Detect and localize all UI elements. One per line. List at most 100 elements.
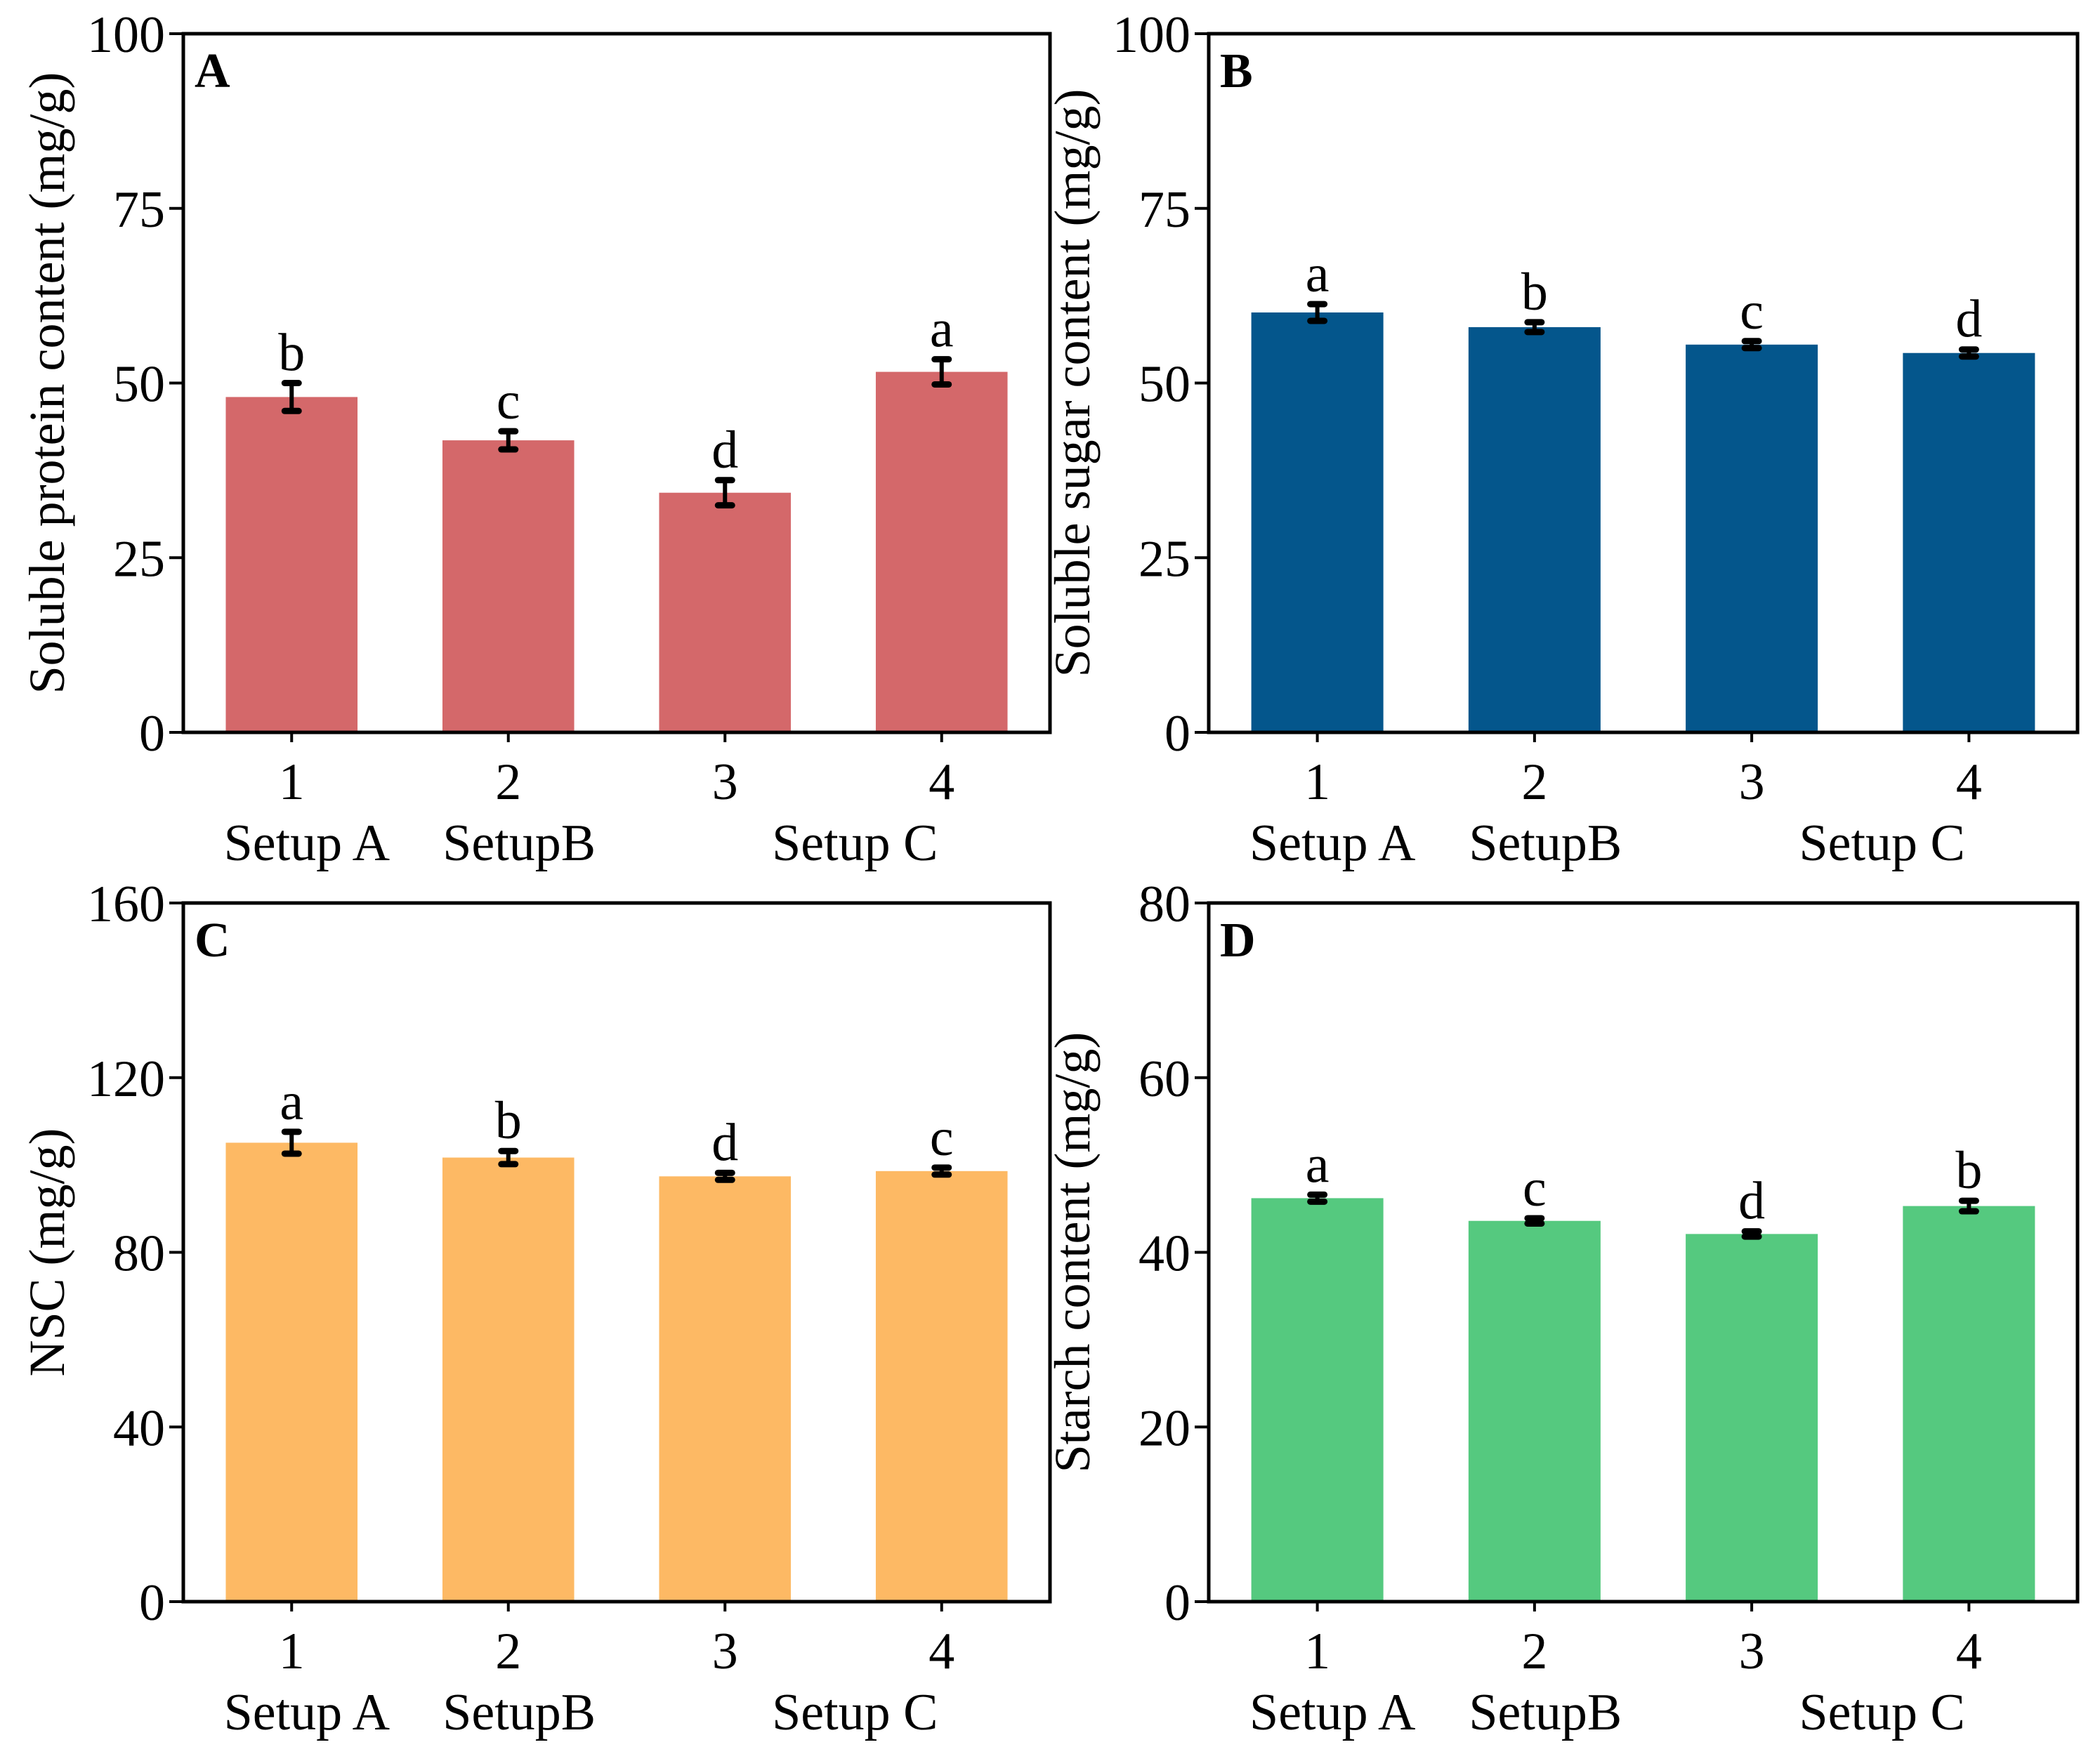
y-tick-label: 20 bbox=[1138, 1399, 1190, 1457]
y-tick-label: 40 bbox=[113, 1399, 165, 1457]
x-tick-label: 2 bbox=[495, 753, 521, 811]
bar bbox=[1251, 312, 1384, 732]
plot-frame bbox=[1207, 901, 2080, 1604]
panel-b: a 1 b 2 c 3 d 4 Setup A SetupB Setup C 0 25 50 75 100 B S… bbox=[1044, 6, 2080, 872]
panel-label: A bbox=[195, 44, 230, 98]
bar bbox=[225, 397, 358, 732]
bar bbox=[659, 1176, 792, 1602]
significance-letter: c bbox=[930, 1108, 954, 1167]
error-bar bbox=[714, 1169, 735, 1183]
x-tick-label: 1 bbox=[279, 1623, 305, 1680]
panel-label: C bbox=[195, 914, 230, 968]
significance-letter: c bbox=[1740, 282, 1764, 341]
y-tick-label: 0 bbox=[1164, 1574, 1190, 1632]
group-label: Setup C bbox=[1799, 1684, 1964, 1741]
error-bar bbox=[281, 380, 302, 414]
y-tick-label: 25 bbox=[1138, 530, 1190, 588]
bar bbox=[442, 1157, 575, 1602]
panel-label: B bbox=[1220, 44, 1253, 98]
y-tick-label: 120 bbox=[87, 1050, 165, 1108]
error-bar bbox=[1524, 319, 1545, 336]
group-label: Setup A bbox=[224, 1684, 390, 1741]
x-tick-label: 4 bbox=[928, 753, 954, 811]
error-bar bbox=[498, 1147, 519, 1168]
y-tick-label: 75 bbox=[113, 181, 165, 239]
error-bar bbox=[1741, 338, 1762, 352]
y-tick-label: 0 bbox=[139, 705, 165, 763]
error-bar bbox=[1741, 1228, 1762, 1240]
significance-letter: a bbox=[930, 300, 954, 359]
significance-letter: b bbox=[1521, 263, 1548, 322]
y-tick-label: 50 bbox=[1138, 356, 1190, 414]
group-label: SetupB bbox=[1469, 815, 1622, 872]
bar bbox=[875, 371, 1008, 732]
x-tick-label: 2 bbox=[1521, 1623, 1547, 1680]
x-tick-label: 4 bbox=[1956, 1623, 1982, 1680]
error-bar bbox=[931, 1164, 952, 1178]
significance-letter: d bbox=[711, 1113, 738, 1172]
y-axis-label: NSC (mg/g) bbox=[19, 1128, 75, 1376]
y-tick-label: 100 bbox=[1113, 6, 1190, 64]
significance-letter: b bbox=[1955, 1141, 1982, 1200]
group-label: Setup C bbox=[772, 1684, 938, 1741]
error-bar bbox=[1524, 1215, 1545, 1227]
significance-letter: c bbox=[497, 371, 520, 430]
y-axis-label: Soluble protein content (mg/g) bbox=[19, 72, 75, 694]
error-bar bbox=[281, 1128, 302, 1157]
y-tick-label: 60 bbox=[1138, 1050, 1190, 1108]
plot-frame bbox=[181, 32, 1052, 734]
significance-letter: a bbox=[280, 1072, 303, 1131]
group-label: Setup A bbox=[1249, 1684, 1415, 1741]
error-bar bbox=[931, 356, 952, 388]
bar bbox=[442, 440, 575, 732]
significance-letter: d bbox=[1955, 290, 1982, 349]
panel-label: D bbox=[1220, 914, 1256, 968]
bar bbox=[1903, 352, 2035, 733]
plot-frame bbox=[181, 901, 1052, 1604]
y-tick-label: 75 bbox=[1138, 181, 1190, 239]
plot-frame bbox=[1207, 32, 2080, 734]
error-bar bbox=[498, 428, 519, 453]
group-label: SetupB bbox=[1469, 1684, 1622, 1741]
significance-letter: d bbox=[1738, 1172, 1765, 1231]
error-bar bbox=[1307, 1191, 1328, 1205]
significance-letter: b bbox=[278, 324, 305, 383]
significance-letter: b bbox=[495, 1091, 522, 1150]
y-tick-label: 160 bbox=[87, 876, 165, 933]
x-tick-label: 1 bbox=[1304, 1623, 1330, 1680]
group-label: Setup A bbox=[224, 815, 390, 872]
x-tick-label: 2 bbox=[1521, 753, 1547, 811]
error-bar bbox=[714, 477, 735, 509]
bar bbox=[1468, 1220, 1601, 1602]
panel-d: a 1 c 2 d 3 b 4 Setup A SetupB Setup C 0 20 40 60 80 D St… bbox=[1044, 876, 2080, 1741]
significance-letter: a bbox=[1306, 244, 1330, 303]
y-tick-label: 0 bbox=[1164, 705, 1190, 763]
error-bar bbox=[1958, 1197, 1979, 1215]
bar bbox=[225, 1142, 358, 1602]
y-tick-label: 50 bbox=[113, 356, 165, 414]
x-tick-label: 3 bbox=[712, 753, 738, 811]
panel-c: a 1 b 2 d 3 c 4 Setup A SetupB Setup C 0 40 80 120 160 C… bbox=[19, 876, 1052, 1741]
x-tick-label: 4 bbox=[1956, 753, 1982, 811]
x-tick-label: 3 bbox=[1739, 1623, 1765, 1680]
x-tick-label: 1 bbox=[1304, 753, 1330, 811]
x-tick-label: 4 bbox=[928, 1623, 954, 1680]
panel-a: b 1 c 2 d 3 a 4 Setup A SetupB Setup C 0 25 50 75 100 A S… bbox=[19, 6, 1052, 872]
y-tick-label: 80 bbox=[113, 1225, 165, 1283]
y-axis-label: Soluble sugar content (mg/g) bbox=[1044, 89, 1101, 678]
error-bar bbox=[1307, 301, 1328, 324]
x-tick-label: 3 bbox=[1739, 753, 1765, 811]
y-tick-label: 0 bbox=[139, 1574, 165, 1632]
bar bbox=[1468, 327, 1601, 732]
group-label: Setup C bbox=[1799, 815, 1964, 872]
bar bbox=[1903, 1206, 2035, 1602]
x-tick-label: 1 bbox=[279, 753, 305, 811]
significance-letter: d bbox=[711, 421, 738, 480]
y-tick-label: 80 bbox=[1138, 876, 1190, 933]
x-tick-label: 3 bbox=[712, 1623, 738, 1680]
y-tick-label: 100 bbox=[87, 6, 165, 64]
y-tick-label: 25 bbox=[113, 530, 165, 588]
bar bbox=[1686, 344, 1818, 732]
error-bar bbox=[1958, 346, 1979, 360]
